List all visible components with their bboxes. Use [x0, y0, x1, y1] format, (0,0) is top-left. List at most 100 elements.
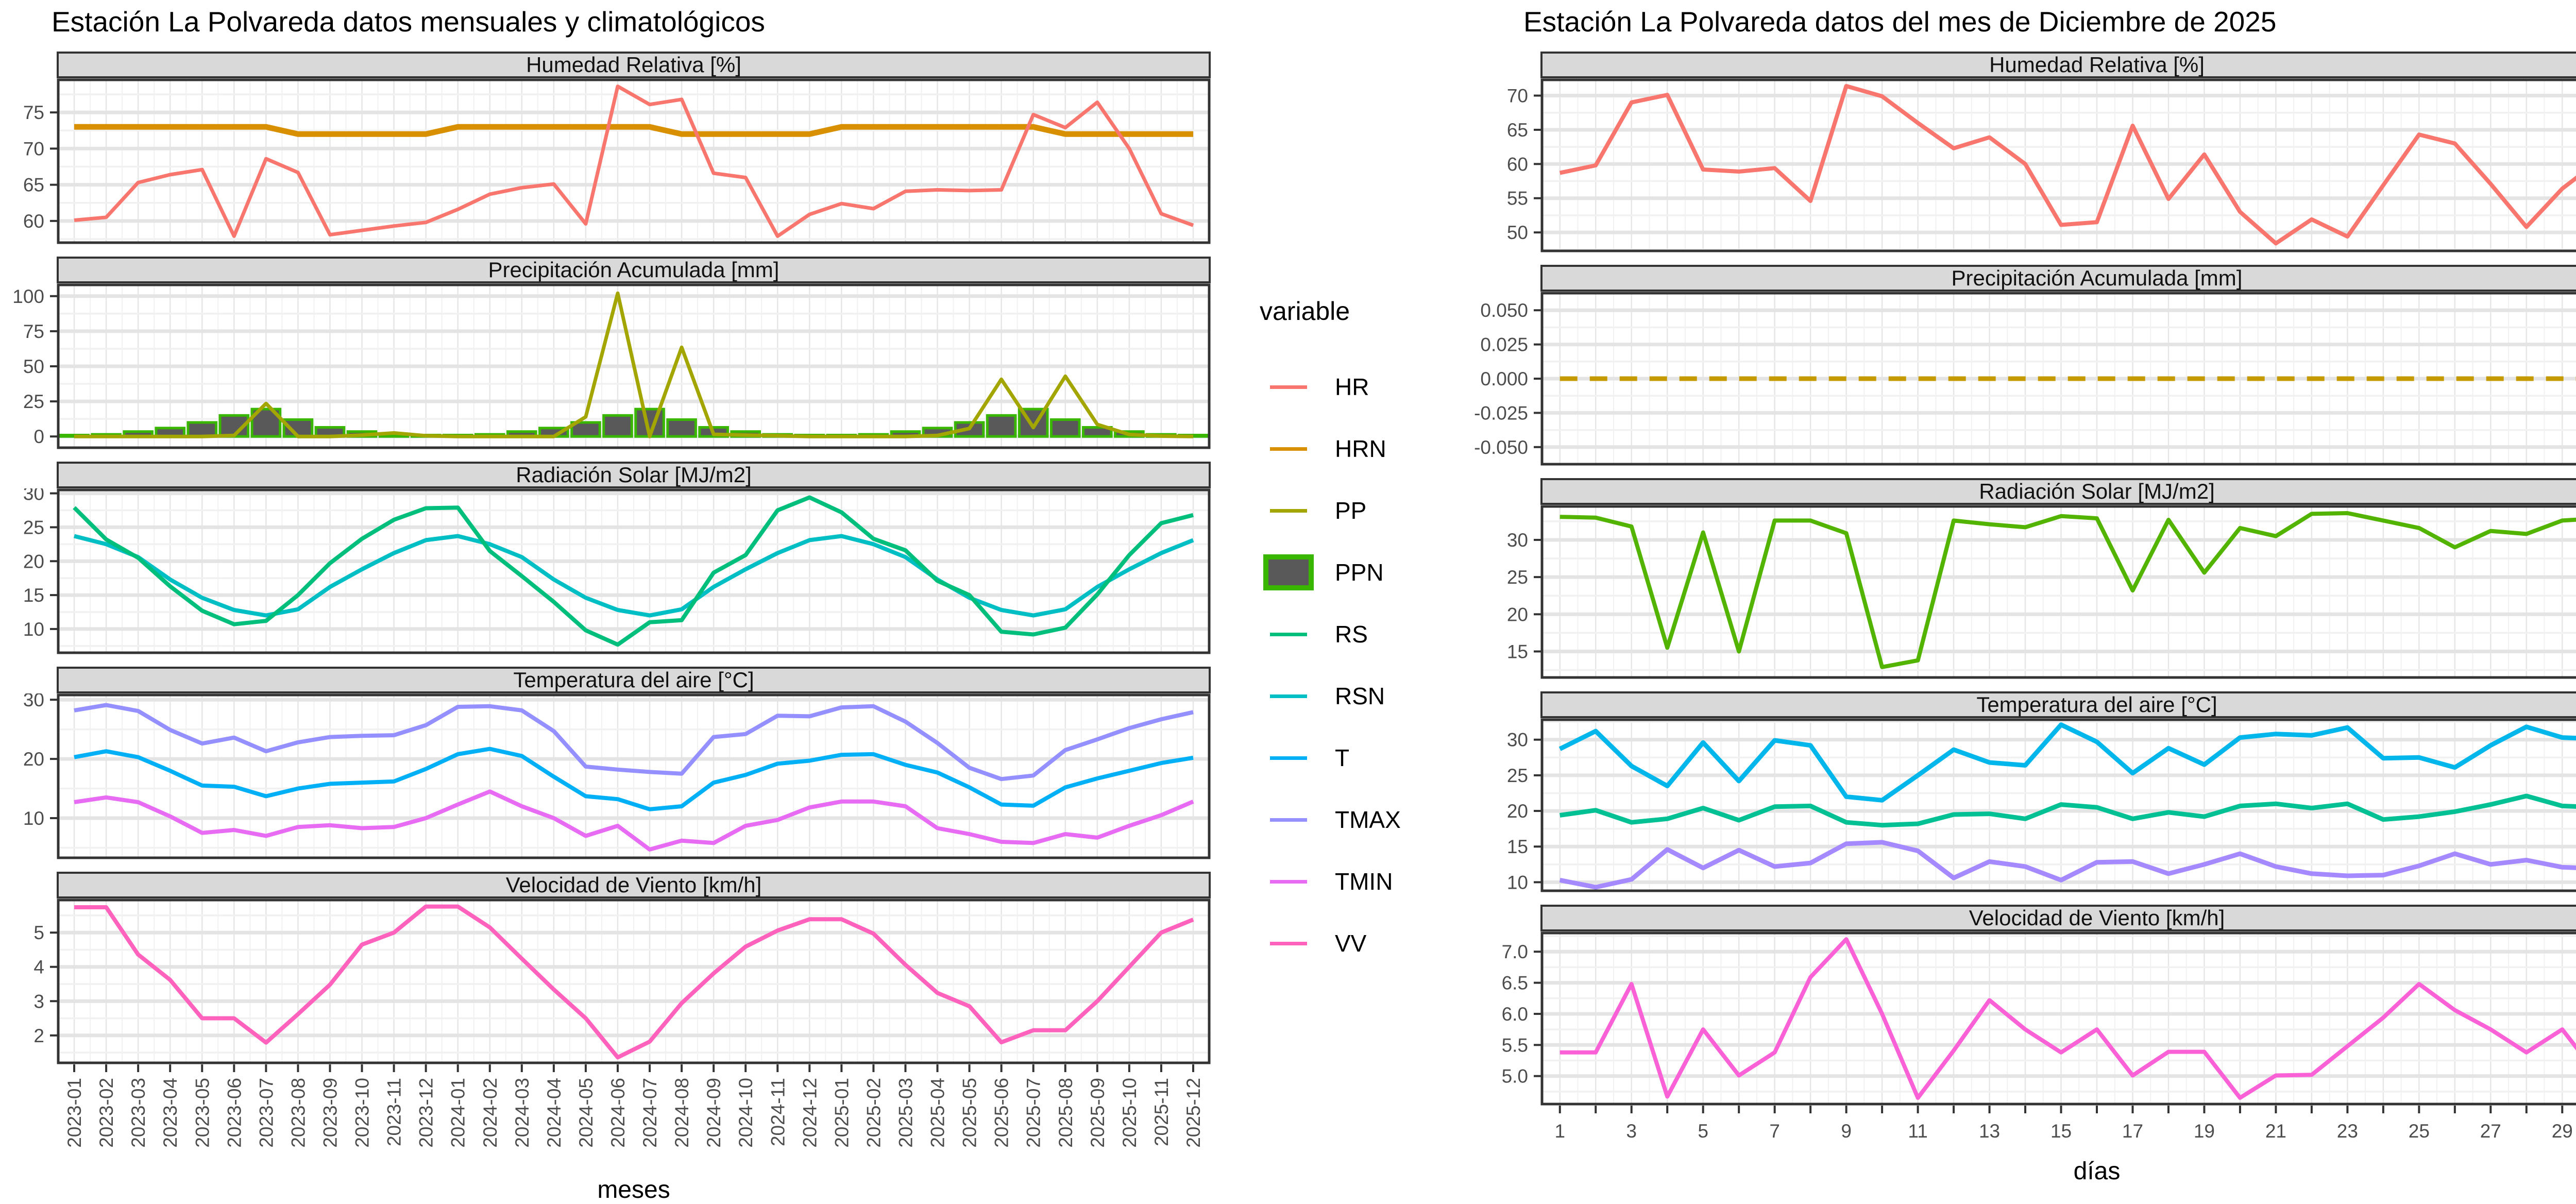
legend-item-RS: RS	[1260, 603, 1401, 665]
legend-item-label: PP	[1335, 497, 1367, 524]
svg-text:2025-03: 2025-03	[895, 1078, 916, 1148]
svg-text:0.025: 0.025	[1480, 334, 1528, 355]
svg-text:9: 9	[1841, 1121, 1852, 1142]
legend-key	[1260, 385, 1317, 389]
svg-text:30: 30	[1507, 530, 1528, 551]
svg-text:55: 55	[1507, 188, 1528, 209]
legend-key-line-HR	[1270, 385, 1307, 389]
svg-text:2025-04: 2025-04	[927, 1078, 948, 1148]
svg-text:25: 25	[23, 517, 44, 538]
legend-key-line-RSN	[1270, 694, 1307, 698]
facet-strip-label: Velocidad de Viento [km/h]	[1969, 906, 2225, 930]
svg-text:2024-02: 2024-02	[480, 1078, 501, 1148]
svg-text:2025-01: 2025-01	[831, 1078, 852, 1148]
facet-strip-label: Humedad Relativa [%]	[526, 53, 741, 77]
svg-text:0: 0	[33, 426, 44, 447]
svg-text:1: 1	[1554, 1121, 1565, 1142]
svg-text:7.0: 7.0	[1502, 941, 1528, 962]
facet-humedad-right: Humedad Relativa [%] 70 65 60 55 50	[1466, 52, 2576, 252]
svg-text:11: 11	[1908, 1121, 1927, 1142]
svg-text:2025-12: 2025-12	[1183, 1078, 1204, 1148]
facet-strip-radiacion-right: Radiación Solar [MJ/m2]	[1540, 478, 2576, 505]
svg-text:2023-05: 2023-05	[192, 1078, 213, 1148]
svg-text:4: 4	[33, 957, 44, 978]
facet-strip-temperatura-right: Temperatura del aire [°C]	[1540, 691, 2576, 718]
svg-text:2023-03: 2023-03	[128, 1078, 149, 1148]
svg-text:65: 65	[1507, 120, 1528, 141]
svg-text:5: 5	[33, 922, 44, 943]
facet-strip-label: Radiación Solar [MJ/m2]	[516, 463, 752, 487]
svg-text:6.5: 6.5	[1502, 973, 1528, 994]
svg-text:19: 19	[2194, 1121, 2215, 1142]
svg-text:15: 15	[23, 585, 44, 606]
legend-key	[1260, 508, 1317, 513]
legend-item-PPN: PPN	[1260, 541, 1401, 603]
svg-text:20: 20	[23, 551, 44, 572]
svg-text:20: 20	[1507, 801, 1528, 822]
facet-strip-radiacion-left: Radiación Solar [MJ/m2]	[57, 462, 1211, 488]
svg-text:2023-12: 2023-12	[416, 1078, 437, 1148]
svg-text:2023-02: 2023-02	[96, 1078, 117, 1148]
facet-strip-precipitacion-left: Precipitación Acumulada [mm]	[57, 257, 1211, 283]
legend-item-label: HRN	[1335, 435, 1386, 462]
svg-text:25: 25	[2409, 1121, 2430, 1142]
svg-text:2024-11: 2024-11	[767, 1078, 788, 1146]
legend-key	[1260, 632, 1317, 636]
facet-plot-humedad-right: 70 65 60 55 50	[1507, 78, 2576, 252]
svg-text:75: 75	[23, 321, 44, 342]
legend-item-label: RSN	[1335, 683, 1385, 709]
svg-text:3: 3	[1626, 1121, 1637, 1142]
legend-item-label: HR	[1335, 374, 1369, 400]
facet-plot-humedad-left: 75 70 65 60	[23, 78, 1211, 244]
legend-key	[1260, 756, 1317, 760]
svg-text:70: 70	[23, 138, 44, 159]
facet-radiacion-left: Radiación Solar [MJ/m2] 30 25 20 15 10	[0, 462, 1443, 654]
svg-text:2025-09: 2025-09	[1087, 1078, 1108, 1148]
svg-text:50: 50	[23, 356, 44, 377]
svg-text:2024-01: 2024-01	[448, 1078, 469, 1148]
legend-key	[1260, 818, 1317, 822]
svg-text:2025-08: 2025-08	[1055, 1078, 1076, 1148]
facet-plot-precipitacion-right: 0.050 0.025 0.000 -0.025 -0.050	[1474, 292, 2576, 466]
svg-text:5: 5	[1698, 1121, 1708, 1142]
legend-item-TMIN: TMIN	[1260, 851, 1401, 912]
facet-precipitacion-right: Precipitación Acumulada [mm] 0.050 0.025 0…	[1466, 265, 2576, 466]
svg-text:23: 23	[2337, 1121, 2358, 1142]
svg-text:-0.050: -0.050	[1474, 437, 1528, 458]
facet-strip-humedad-right: Humedad Relativa [%]	[1540, 52, 2576, 78]
legend-key	[1260, 554, 1317, 590]
svg-text:10: 10	[23, 808, 44, 829]
legend-item-HRN: HRN	[1260, 418, 1401, 480]
legend-key	[1260, 941, 1317, 945]
svg-text:15: 15	[2050, 1121, 2072, 1142]
right-chart-panel: Estación La Polvareda datos del mes de D…	[1466, 0, 2576, 1185]
legend-key-line-VV	[1270, 941, 1307, 945]
facet-plot-radiacion-left: 30 25 20 15 10	[23, 488, 1211, 654]
facet-strip-label: Temperatura del aire [°C]	[1976, 692, 2217, 717]
svg-text:2023-10: 2023-10	[352, 1078, 373, 1148]
svg-text:2023-07: 2023-07	[256, 1078, 277, 1148]
svg-text:2024-10: 2024-10	[735, 1078, 756, 1148]
svg-text:20: 20	[23, 749, 44, 770]
svg-text:6.0: 6.0	[1502, 1004, 1528, 1025]
svg-text:10: 10	[23, 619, 44, 640]
facet-viento-right: Velocidad de Viento [km/h] 7.0 6.5 6.0 5.5 5…	[1466, 905, 2576, 1106]
svg-text:2024-04: 2024-04	[544, 1078, 565, 1148]
facet-plot-radiacion-right: 30 25 20 15	[1507, 505, 2576, 679]
svg-text:2025-05: 2025-05	[959, 1078, 980, 1148]
facet-strip-label: Temperatura del aire [°C]	[513, 668, 754, 692]
svg-text:25: 25	[23, 391, 44, 412]
facet-strip-label: Radiación Solar [MJ/m2]	[1979, 479, 2215, 503]
facet-strip-label: Precipitación Acumulada [mm]	[488, 258, 779, 282]
legend-item-label: VV	[1335, 930, 1367, 957]
svg-text:60: 60	[1507, 154, 1528, 175]
svg-text:60: 60	[23, 211, 44, 232]
legend-title: variable	[1260, 297, 1350, 326]
facet-strip-label: Precipitación Acumulada [mm]	[1951, 266, 2243, 290]
facet-strip-viento-right: Velocidad de Viento [km/h]	[1540, 905, 2576, 931]
facet-strip-viento-left: Velocidad de Viento [km/h]	[57, 872, 1211, 898]
svg-text:2023-11: 2023-11	[384, 1078, 405, 1146]
svg-text:0.000: 0.000	[1480, 368, 1528, 389]
svg-text:2023-01: 2023-01	[64, 1078, 85, 1148]
